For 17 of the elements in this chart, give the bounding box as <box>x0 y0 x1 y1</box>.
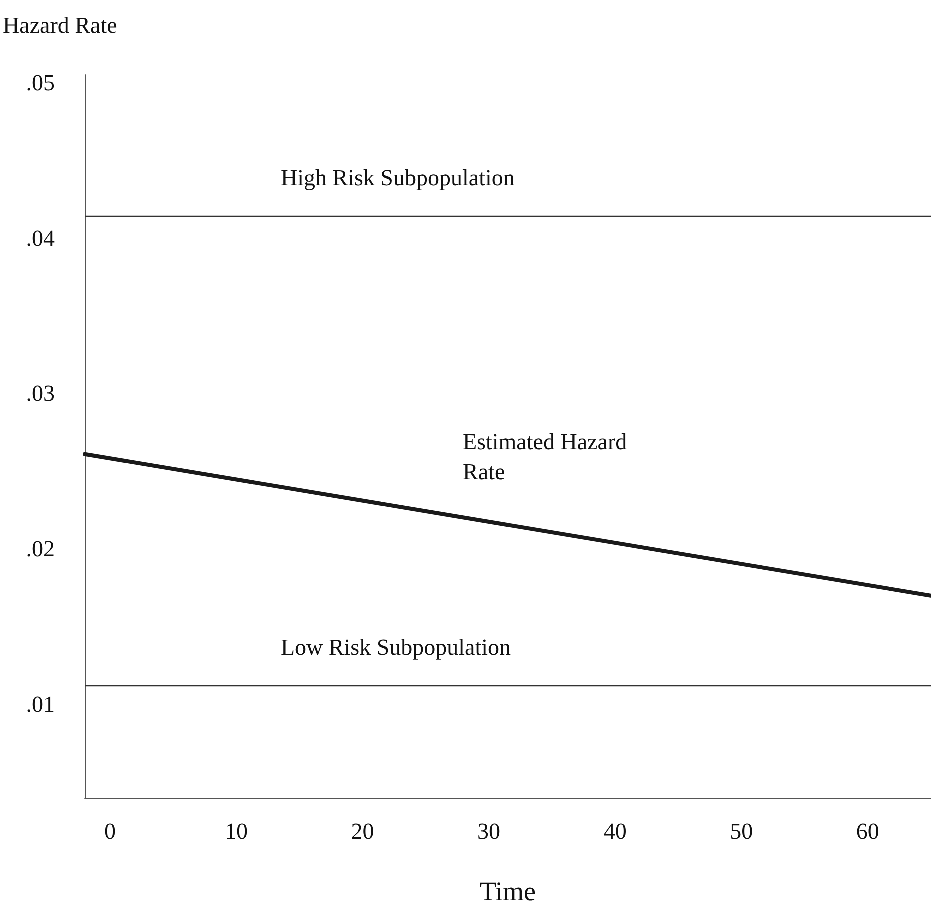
y-tick-label: .03 <box>26 381 55 406</box>
y-tick-label: .05 <box>26 70 55 96</box>
x-tick-label: 30 <box>478 819 501 844</box>
ref-line-label: Low Risk Subpopulation <box>281 635 512 660</box>
x-tick-label: 40 <box>604 819 627 844</box>
x-tick-label: 0 <box>104 819 116 844</box>
x-tick-label: 20 <box>351 819 374 844</box>
x-tick-label: 60 <box>856 819 880 844</box>
x-tick-label: 10 <box>225 819 248 844</box>
series-label: Estimated Hazard Rate <box>463 430 633 485</box>
y-tick-label: .02 <box>26 536 55 562</box>
y-tick-label: .04 <box>26 226 56 251</box>
ref-line-label: High Risk Subpopulation <box>281 165 516 190</box>
y-tick-label: .01 <box>26 692 55 718</box>
x-tick-label: 50 <box>730 819 754 844</box>
y-axis-title: Hazard Rate <box>3 13 118 38</box>
x-axis-title: Time <box>480 876 536 906</box>
